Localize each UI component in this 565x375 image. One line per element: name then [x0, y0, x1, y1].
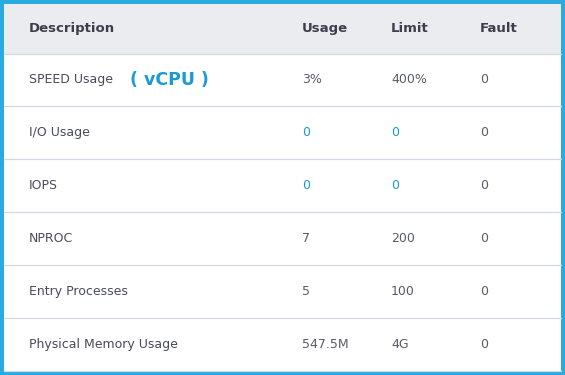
Text: Physical Memory Usage: Physical Memory Usage: [29, 338, 178, 351]
Text: SPEED Usage: SPEED Usage: [29, 74, 113, 87]
Text: 547.5M: 547.5M: [302, 338, 349, 351]
Text: 0: 0: [480, 285, 488, 298]
FancyBboxPatch shape: [4, 265, 561, 318]
Text: 0: 0: [302, 126, 310, 140]
Text: 0: 0: [480, 74, 488, 87]
Text: Usage: Usage: [302, 22, 348, 35]
Text: NPROC: NPROC: [29, 232, 73, 245]
Text: 7: 7: [302, 232, 310, 245]
Text: I/O Usage: I/O Usage: [29, 126, 90, 140]
Text: ( vCPU ): ( vCPU ): [129, 71, 208, 89]
Text: Limit: Limit: [391, 22, 429, 35]
Text: 0: 0: [480, 338, 488, 351]
FancyBboxPatch shape: [4, 318, 561, 371]
Text: 0: 0: [480, 179, 488, 192]
Text: 200: 200: [391, 232, 415, 245]
Text: Description: Description: [29, 22, 115, 35]
Text: 0: 0: [391, 126, 399, 140]
Text: 4G: 4G: [391, 338, 408, 351]
FancyBboxPatch shape: [4, 212, 561, 265]
FancyBboxPatch shape: [4, 54, 561, 106]
Text: Entry Processes: Entry Processes: [29, 285, 128, 298]
Text: 0: 0: [391, 179, 399, 192]
Text: IOPS: IOPS: [29, 179, 58, 192]
Text: 100: 100: [391, 285, 415, 298]
Text: 3%: 3%: [302, 74, 322, 87]
FancyBboxPatch shape: [4, 106, 561, 159]
Text: 0: 0: [480, 126, 488, 140]
Text: 5: 5: [302, 285, 310, 298]
FancyBboxPatch shape: [4, 4, 561, 371]
Text: 400%: 400%: [391, 74, 427, 87]
FancyBboxPatch shape: [4, 4, 561, 54]
Text: Fault: Fault: [480, 22, 518, 35]
Text: 0: 0: [302, 179, 310, 192]
Text: 0: 0: [480, 232, 488, 245]
FancyBboxPatch shape: [4, 159, 561, 212]
